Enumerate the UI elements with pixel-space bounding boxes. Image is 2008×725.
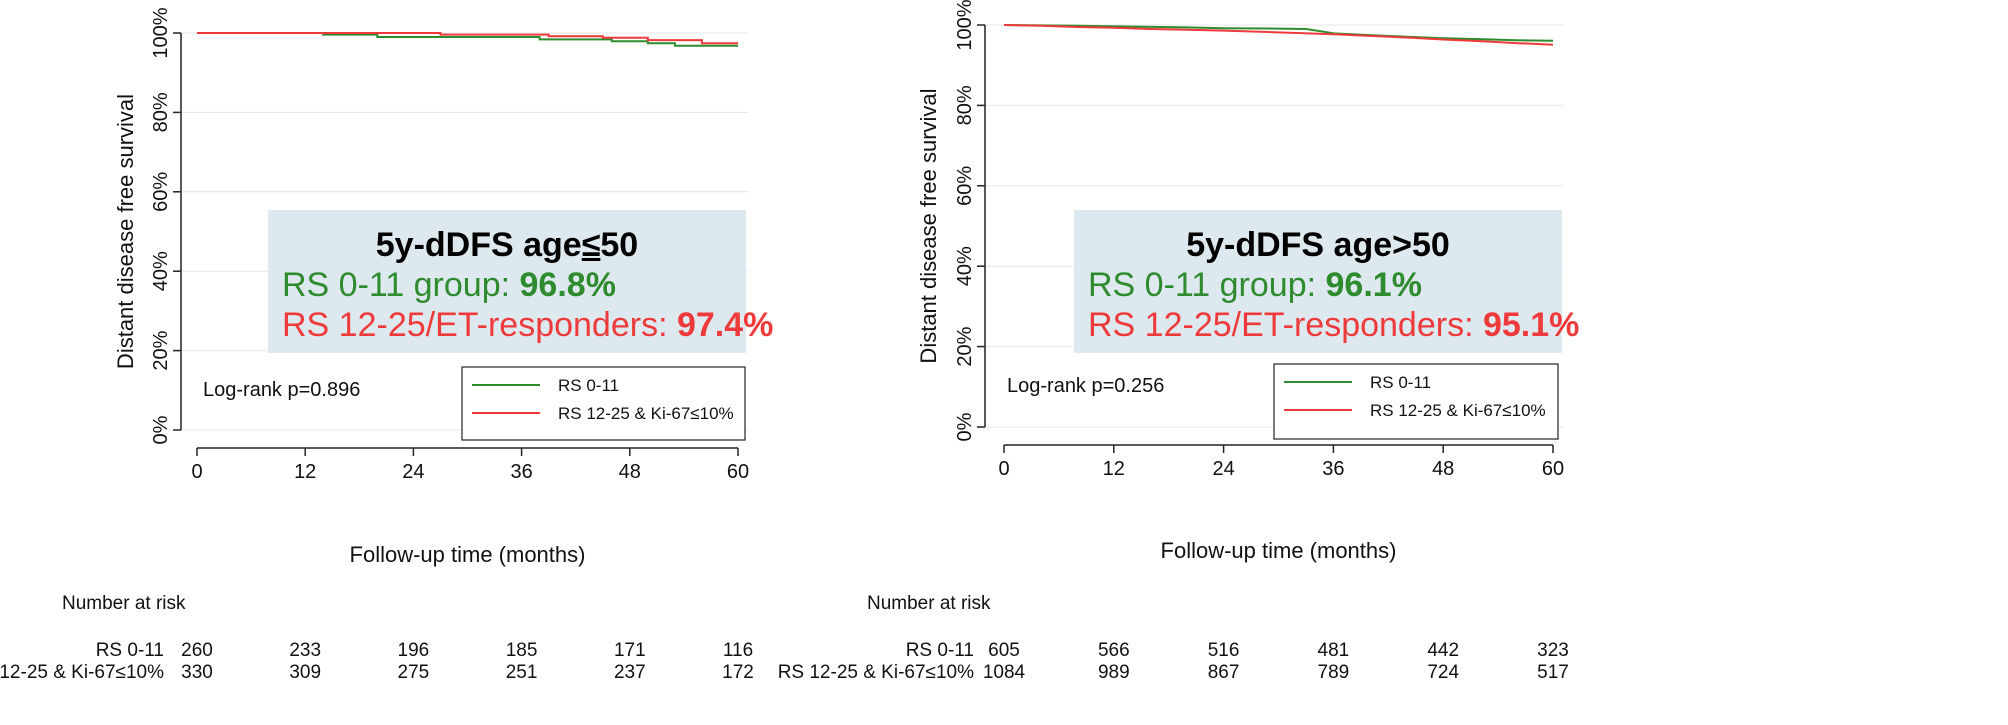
risk-value-left-0-4: 171: [613, 640, 646, 661]
annotation-line2-value-right: 95.1%: [1482, 306, 1580, 344]
x-axis-label-right: Follow-up time (months): [1161, 538, 1397, 563]
km-chart-left: 0% 20% 40% 60% 80% 100% Distant disease free s…: [113, 7, 749, 567]
km-chart-right: 0% 20% 40% 60% 80% 100% Distant disease free s…: [916, 0, 1564, 563]
x-tick-label-right-0: 0: [998, 458, 1009, 480]
y-tick-label-left-1: 20%: [150, 330, 172, 370]
risk-row-label-right-1: RS 12-25 & Ki-67≤10%: [777, 662, 974, 683]
risk-value-left-0-0: 260: [181, 640, 213, 661]
km-panel-right: 0% 20% 40% 60% 80% 100% Distant disease free s…: [778, 0, 2008, 725]
risk-value-left-1-4: 237: [613, 662, 646, 683]
annotation-line1-value-left: 96.8%: [519, 266, 616, 304]
risk-value-right-0-0: 605: [988, 640, 1020, 661]
risk-table-header-left: Number at risk: [62, 593, 186, 614]
x-tick-label-left-1: 12: [294, 461, 316, 483]
y-tick-label-right-0: 0%: [954, 412, 976, 441]
y-axis-label-left: Distant disease free survival: [113, 94, 138, 369]
km-panel-left: 0% 20% 40% 60% 80% 100% Distant disease free s…: [0, 7, 773, 683]
risk-value-right-0-1: 566: [1097, 640, 1130, 661]
annotation-line2-label-left: RS 12-25/ET-responders:: [282, 306, 677, 344]
x-tick-label-right-5: 60: [1542, 458, 1564, 480]
x-tick-label-right-1: 12: [1103, 458, 1125, 480]
risk-value-right-0-4: 442: [1427, 640, 1460, 661]
annotation-line1-right: RS 0-11 group: 96.1%: [1088, 266, 1422, 305]
y-tick-label-left-3: 60%: [150, 172, 172, 212]
x-tick-label-right-2: 24: [1212, 458, 1234, 480]
risk-value-left-1-5: 172: [722, 662, 754, 683]
risk-value-left-1-3: 251: [505, 662, 538, 683]
x-tick-label-left-5: 60: [727, 461, 749, 483]
legend-label-left-0: RS 0-11: [558, 376, 619, 395]
annotation-box-left: 5y-dDFS age≤50 RS 0-11 group: 96.8% RS 1…: [268, 210, 773, 353]
risk-value-right-0-2: 516: [1207, 640, 1240, 661]
pvalue-text-right: Log-rank p=0.256: [1007, 375, 1164, 397]
risk-value-right-1-3: 789: [1317, 662, 1350, 683]
x-tick-label-left-4: 48: [619, 461, 641, 483]
annotation-box-right: 5y-dDFS age>50 RS 0-11 group: 96.1% RS 1…: [1074, 210, 1579, 353]
risk-value-left-1-1: 309: [289, 662, 322, 683]
risk-value-left-0-1: 233: [289, 640, 322, 661]
annotation-title-left: 5y-dDFS age≤50: [268, 226, 746, 265]
annotation-line2-value-left: 97.4%: [676, 306, 774, 344]
risk-value-left-0-3: 185: [505, 640, 538, 661]
risk-value-right-1-5: 517: [1537, 662, 1569, 683]
y-tick-label-right-4: 80%: [954, 85, 976, 125]
annotation-title-right: 5y-dDFS age>50: [1074, 226, 1562, 265]
y-tick-label-left-2: 40%: [150, 251, 172, 291]
risk-value-right-1-0: 1084: [982, 662, 1026, 683]
risk-row-label-left-0: RS 0-11: [95, 640, 164, 661]
x-tick-label-left-2: 24: [402, 461, 424, 483]
x-tick-label-left-3: 36: [510, 461, 532, 483]
risk-row-label-right-0: RS 0-11: [905, 640, 974, 661]
y-tick-label-left-0: 0%: [150, 415, 172, 444]
risk-value-left-1-0: 330: [181, 662, 213, 683]
annotation-line1-left: RS 0-11 group: 96.8%: [282, 266, 616, 305]
survival-curve-left-1: [197, 32, 738, 45]
pvalue-text-left: Log-rank p=0.896: [203, 379, 360, 401]
y-tick-label-left-5: 100%: [150, 7, 172, 58]
legend-label-right-0: RS 0-11: [1370, 373, 1431, 392]
annotation-line1-label-left: RS 0-11 group:: [282, 266, 520, 304]
risk-value-left-1-2: 275: [397, 662, 430, 683]
risk-value-right-1-4: 724: [1427, 662, 1460, 683]
legend-label-right-1: RS 12-25 & Ki-67≤10%: [1370, 401, 1546, 420]
annotation-title-prefix-left: 5y-dDFS age: [375, 226, 582, 264]
annotation-title-suffix-left: 50: [600, 226, 639, 264]
annotation-title-prefix-right: 5y-dDFS age>50: [1186, 226, 1450, 264]
y-tick-label-right-3: 60%: [954, 166, 976, 206]
y-tick-label-right-5: 100%: [954, 0, 976, 51]
x-tick-label-right-3: 36: [1322, 458, 1344, 480]
risk-value-right-0-3: 481: [1317, 640, 1350, 661]
annotation-line1-label-right: RS 0-11 group:: [1088, 266, 1326, 304]
y-axis-label-right: Distant disease free survival: [916, 88, 941, 363]
y-tick-label-right-2: 40%: [954, 246, 976, 286]
legend-label-left-1: RS 12-25 & Ki-67≤10%: [558, 404, 734, 423]
annotation-line2-right: RS 12-25/ET-responders: 95.1%: [1088, 306, 1579, 345]
survival-curve-left-0: [197, 32, 738, 47]
risk-value-right-1-2: 867: [1207, 662, 1240, 683]
risk-value-right-0-5: 323: [1537, 640, 1569, 661]
x-axis-label-left: Follow-up time (months): [350, 542, 586, 567]
x-tick-label-left-0: 0: [191, 461, 202, 483]
survival-curve-right-0: [1003, 24, 1554, 42]
annotation-line1-value-right: 96.1%: [1325, 266, 1422, 304]
legend-box-right: [1273, 363, 1559, 440]
annotation-title-symbol-left: ≤: [581, 226, 601, 264]
risk-value-left-0-2: 196: [397, 640, 430, 661]
y-tick-label-left-4: 80%: [150, 92, 172, 132]
annotation-line2-left: RS 12-25/ET-responders: 97.4%: [282, 306, 773, 345]
risk-value-left-0-5: 116: [722, 640, 754, 661]
legend-box-left: [461, 366, 746, 441]
y-tick-label-right-1: 20%: [954, 326, 976, 366]
survival-curve-right-1: [1003, 24, 1554, 46]
risk-table-header-right: Number at risk: [867, 593, 991, 614]
x-tick-label-right-4: 48: [1432, 458, 1454, 480]
risk-value-right-1-1: 989: [1097, 662, 1130, 683]
risk-row-label-left-1: RS 12-25 & Ki-67≤10%: [0, 662, 164, 683]
annotation-line2-label-right: RS 12-25/ET-responders:: [1088, 306, 1483, 344]
